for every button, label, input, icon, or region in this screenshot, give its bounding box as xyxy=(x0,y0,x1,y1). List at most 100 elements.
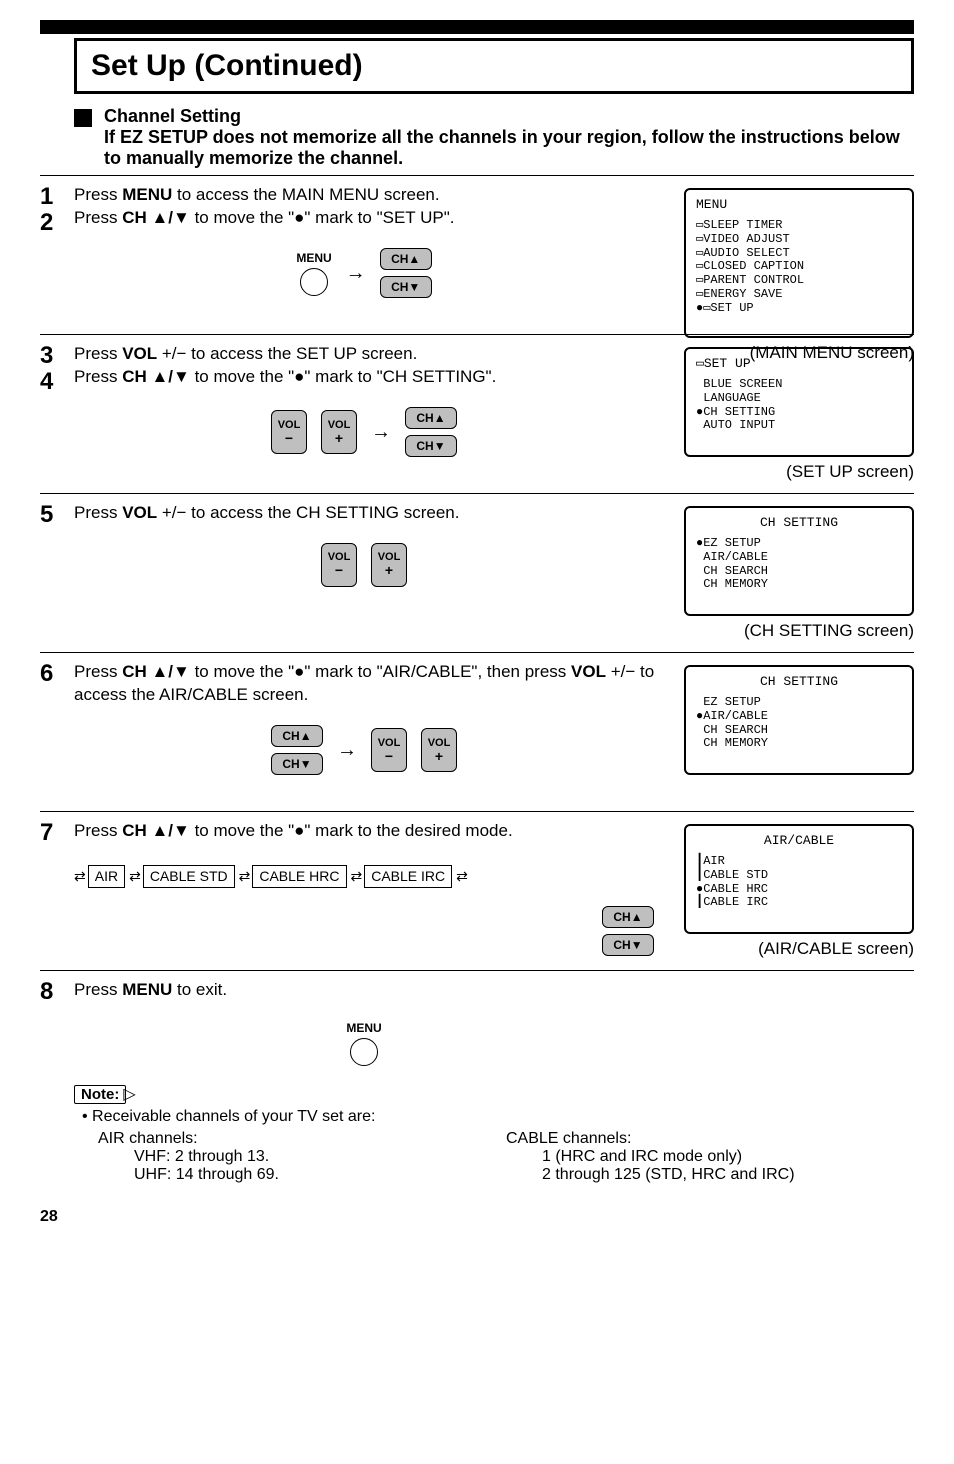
osd-line: EZ SETUP xyxy=(696,696,902,710)
osd-screen: CH SETTING●EZ SETUP AIR/CABLE CH SEARCH … xyxy=(684,506,914,616)
note-col-cable: CABLE channels: 1 (HRC and IRC mode only… xyxy=(506,1130,914,1184)
step-number-col: 34 xyxy=(40,343,74,483)
mode-option: CABLE IRC xyxy=(364,865,452,888)
osd-caption: (SET UP screen) xyxy=(684,461,914,484)
note-cable-line2: 2 through 125 (STD, HRC and IRC) xyxy=(506,1166,914,1184)
step-number: 1 xyxy=(40,184,74,210)
swap-icon: ⇄ xyxy=(129,867,139,886)
osd-line: CH SEARCH xyxy=(696,565,902,579)
step-number: 6 xyxy=(40,661,74,687)
header-bar xyxy=(40,20,914,34)
note-air-hdr: AIR channels: xyxy=(98,1130,506,1148)
step-number-col: 12 xyxy=(40,184,74,324)
ch-stack: CH▲CH▼ xyxy=(405,407,457,457)
step-body: Press MENU to access the MAIN MENU scree… xyxy=(74,184,914,324)
osd-screen: AIR/CABLE┃AIR┃CABLE STD●CABLE HRC┃CABLE … xyxy=(684,824,914,934)
mode-option: CABLE HRC xyxy=(252,865,346,888)
step-number-col: 6 xyxy=(40,661,74,801)
step-number: 2 xyxy=(40,210,74,236)
ch-stack: CH▲CH▼ xyxy=(271,725,323,775)
step-number: 8 xyxy=(40,979,74,1005)
note-col-air: AIR channels: VHF: 2 through 13. UHF: 14… xyxy=(74,1130,506,1184)
osd-container: AIR/CABLE┃AIR┃CABLE STD●CABLE HRC┃CABLE … xyxy=(684,824,914,961)
step-text: Press MENU to exit. xyxy=(74,979,664,1002)
step-row: 8Press MENU to exit. MENU xyxy=(40,970,914,1076)
osd-line: ●CH SETTING xyxy=(696,406,902,420)
ch-down-button: CH▼ xyxy=(405,435,457,457)
step-number: 7 xyxy=(40,820,74,846)
menu-button: MENU xyxy=(296,250,331,296)
note-columns: AIR channels: VHF: 2 through 13. UHF: 14… xyxy=(74,1130,914,1184)
ch-stack: CH▲CH▼ xyxy=(380,248,432,298)
step-text: Press CH ▲/▼ to move the "●" mark to "SE… xyxy=(74,207,664,230)
step-body: Press CH ▲/▼ to move the "●" mark to the… xyxy=(74,820,914,960)
step-body: Press MENU to exit. MENU xyxy=(74,979,914,1066)
osd-line: ▭PARENT CONTROL xyxy=(696,274,902,288)
osd-line: ●EZ SETUP xyxy=(696,537,902,551)
bullet-square xyxy=(74,109,92,127)
step-text: Press CH ▲/▼ to move the "●" mark to "CH… xyxy=(74,366,664,389)
osd-caption: (CH SETTING screen) xyxy=(684,620,914,643)
step-number-col: 8 xyxy=(40,979,74,1066)
osd-screen: CH SETTING EZ SETUP●AIR/CABLE CH SEARCH … xyxy=(684,665,914,775)
osd-caption: (AIR/CABLE screen) xyxy=(684,938,914,961)
swap-icon: ⇄ xyxy=(351,867,361,886)
osd-title: CH SETTING xyxy=(696,675,902,690)
step-number: 3 xyxy=(40,343,74,369)
page-title-box: Set Up (Continued) xyxy=(74,38,914,94)
note-section: Note:▷ • Receivable channels of your TV … xyxy=(74,1084,914,1184)
note-arrow-icon: ▷ xyxy=(123,1084,135,1104)
step-number: 5 xyxy=(40,502,74,528)
vol-plus-button: VOL+ xyxy=(321,410,357,454)
osd-line: LANGUAGE xyxy=(696,392,902,406)
osd-line: AUTO INPUT xyxy=(696,419,902,433)
mode-loop: ⇄AIR⇄CABLE STD⇄CABLE HRC⇄CABLE IRC⇄ xyxy=(74,865,664,888)
section-heading-row: Channel Setting If EZ SETUP does not mem… xyxy=(40,106,914,169)
osd-container: CH SETTING●EZ SETUP AIR/CABLE CH SEARCH … xyxy=(684,506,914,643)
osd-line: BLUE SCREEN xyxy=(696,378,902,392)
section-heading: Channel Setting If EZ SETUP does not mem… xyxy=(104,106,914,169)
osd-line: ▭ENERGY SAVE xyxy=(696,288,902,302)
arrow-icon: → xyxy=(371,419,391,446)
note-air-line1: VHF: 2 through 13. xyxy=(98,1148,506,1166)
step-body: Press VOL +/− to access the CH SETTING s… xyxy=(74,502,914,642)
menu-button: MENU xyxy=(346,1020,381,1066)
page-number: 28 xyxy=(40,1208,914,1226)
osd-line: ┃CABLE STD xyxy=(696,869,902,883)
osd-screen: ▭SET UP BLUE SCREEN LANGUAGE●CH SETTING … xyxy=(684,347,914,457)
ch-down-button: CH▼ xyxy=(380,276,432,298)
step-body: Press CH ▲/▼ to move the "●" mark to "AI… xyxy=(74,661,914,801)
step-row: 6Press CH ▲/▼ to move the "●" mark to "A… xyxy=(40,652,914,811)
step-row: 34Press VOL +/− to access the SET UP scr… xyxy=(40,334,914,493)
note-cable-hdr: CABLE channels: xyxy=(506,1130,914,1148)
arrow-icon: → xyxy=(346,260,366,287)
mode-option: AIR xyxy=(88,865,125,888)
note-bullet: • Receivable channels of your TV set are… xyxy=(74,1108,914,1126)
vol-minus-button: VOL− xyxy=(271,410,307,454)
swap-icon: ⇄ xyxy=(239,867,249,886)
page-title: Set Up (Continued) xyxy=(91,49,897,83)
note-cable-line1: 1 (HRC and IRC mode only) xyxy=(506,1148,914,1166)
ch-stack: CH▲CH▼ xyxy=(602,906,654,956)
ch-up-button: CH▲ xyxy=(602,906,654,928)
osd-line: CH MEMORY xyxy=(696,578,902,592)
osd-line: ┃CABLE IRC xyxy=(696,896,902,910)
step-number-col: 7 xyxy=(40,820,74,960)
osd-line: CH MEMORY xyxy=(696,737,902,751)
vol-minus-button: VOL− xyxy=(321,543,357,587)
section-heading-sub: If EZ SETUP does not memorize all the ch… xyxy=(104,127,914,169)
osd-container: ▭SET UP BLUE SCREEN LANGUAGE●CH SETTING … xyxy=(684,347,914,484)
step-body: Press VOL +/− to access the SET UP scree… xyxy=(74,343,914,483)
remote-buttons: MENU xyxy=(74,1020,914,1066)
section-heading-title: Channel Setting xyxy=(104,106,914,127)
osd-title: CH SETTING xyxy=(696,516,902,531)
step-text: Press MENU to access the MAIN MENU scree… xyxy=(74,184,664,207)
swap-icon: ⇄ xyxy=(74,867,84,886)
osd-container: CH SETTING EZ SETUP●AIR/CABLE CH SEARCH … xyxy=(684,665,914,775)
vol-minus-button: VOL− xyxy=(371,728,407,772)
step-number: 4 xyxy=(40,369,74,395)
swap-icon: ⇄ xyxy=(456,867,466,886)
osd-line: ●▭SET UP xyxy=(696,302,902,316)
osd-line: ▭VIDEO ADJUST xyxy=(696,233,902,247)
vol-plus-button: VOL+ xyxy=(371,543,407,587)
